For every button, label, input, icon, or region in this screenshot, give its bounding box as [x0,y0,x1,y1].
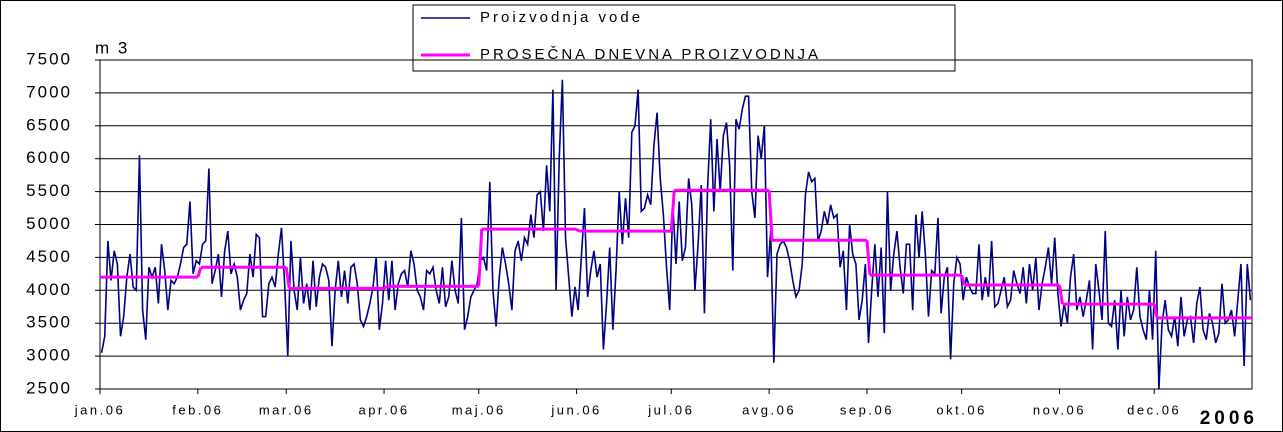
y-tick-label: 3500 [26,313,72,332]
x-tick-label: jul.06 [647,402,694,417]
y-tick-label: 7000 [26,82,72,101]
x-tick-label: sep.06 [840,402,894,417]
y-tick-label: 6000 [26,148,72,167]
step-riser [196,266,203,278]
y-tick-label: 5000 [26,214,72,233]
y-tick-label: 4000 [26,280,72,299]
plot-border [99,59,1253,390]
step-riser [1152,303,1159,319]
x-tick-label: mar.06 [259,402,314,417]
y-axis-label: m 3 [95,38,129,57]
step-riser [767,190,774,241]
legend-label: PROSEČNA DNEVNA PROIZVODNJA [480,46,821,63]
x-tick-label: okt.06 [936,402,986,417]
step-riser [284,267,291,289]
step-riser [865,240,872,276]
step-riser [669,190,676,232]
y-tick-label: 6500 [26,115,72,134]
x-tick-label: feb.06 [172,402,223,417]
step-riser [477,229,484,287]
x-tick-label: dec.06 [1127,402,1181,417]
x-tick-label: maj.06 [452,402,506,417]
data-line [100,79,1252,390]
y-tick-label: 2500 [26,378,72,397]
y-tick-label: 3000 [26,346,72,365]
step-riser [575,227,581,233]
y-tick-label: 7500 [26,49,72,68]
x-tick-label: jan.06 [74,402,125,417]
x-tick-label: nov.06 [1033,402,1086,417]
x-tick-label: apr.06 [358,402,409,417]
y-tick-label: 5500 [26,181,72,200]
legend-label: Proizvodnja vode [480,9,643,26]
step-riser [960,274,967,286]
x-tick-label: jun.06 [550,402,601,417]
step-riser [383,285,388,290]
step-riser [1057,284,1064,305]
annotation: 2006 [1200,408,1258,429]
x-tick-label: avg.06 [742,402,796,417]
y-tick-label: 4500 [26,247,72,266]
